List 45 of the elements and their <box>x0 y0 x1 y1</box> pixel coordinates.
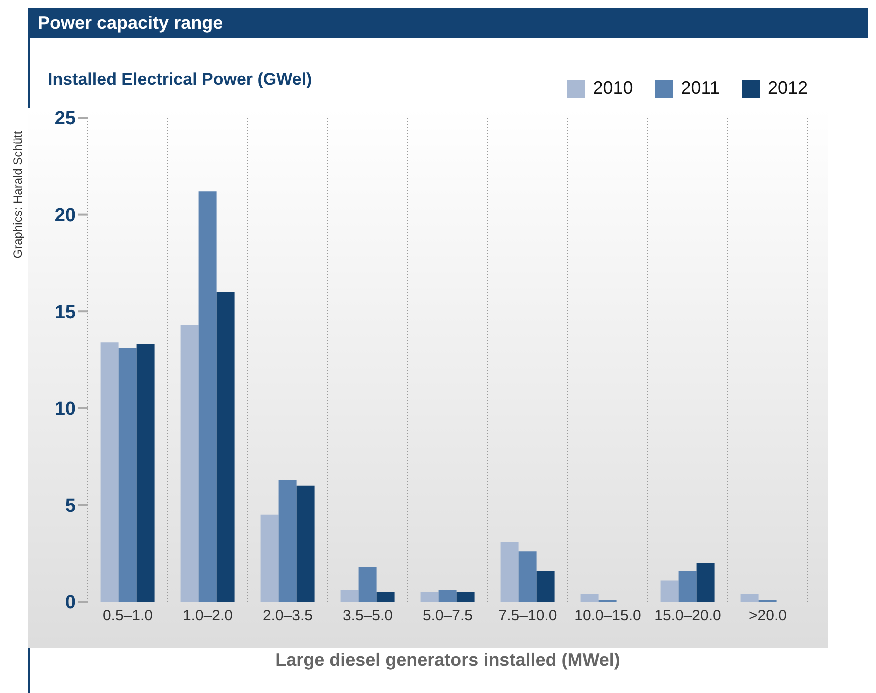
y-tick-label: 25 <box>54 108 76 130</box>
y-tick-label: 10 <box>54 399 76 420</box>
x-tick-label: >20.0 <box>749 608 787 625</box>
y-tick-label: 5 <box>65 496 76 517</box>
bar <box>580 594 599 602</box>
bar <box>696 563 715 602</box>
y-tick-label: 20 <box>54 206 76 227</box>
legend-label: 2010 <box>592 78 634 99</box>
bar <box>100 342 119 602</box>
chart-title: Power capacity range <box>28 8 868 38</box>
bar <box>660 580 679 602</box>
bar <box>358 567 377 602</box>
bar <box>678 571 697 602</box>
bar <box>216 292 235 602</box>
legend-label: 2012 <box>766 78 808 99</box>
bar <box>136 344 155 602</box>
x-axis-title: Large diesel generators installed (MWel) <box>274 650 622 671</box>
text: Graphics: Harald Schütt <box>11 130 25 261</box>
bar <box>260 514 279 602</box>
bar <box>500 542 519 602</box>
bar <box>438 590 457 602</box>
bar <box>296 486 315 602</box>
y-tick-label: 0 <box>65 592 76 614</box>
x-tick-label: 7.5–10.0 <box>498 608 558 625</box>
x-tick-label: 3.5–5.0 <box>342 608 394 625</box>
bar <box>198 192 217 602</box>
x-tick-label: 0.5–1.0 <box>102 608 154 625</box>
x-tick-label: 5.0–7.5 <box>422 608 474 625</box>
bar <box>518 552 537 602</box>
bar <box>340 590 359 602</box>
bar <box>278 480 297 602</box>
bar <box>420 592 439 602</box>
y-axis-title: Installed Electrical Power (GWel) <box>48 70 312 90</box>
bar <box>456 592 475 602</box>
bar <box>180 325 199 602</box>
x-tick-label: 1.0–2.0 <box>182 608 234 625</box>
x-tick-label: 2.0–3.5 <box>262 608 314 625</box>
legend-label: 2011 <box>680 78 720 99</box>
bar <box>118 348 137 602</box>
bar <box>740 594 759 602</box>
bar <box>536 571 555 602</box>
y-tick-label: 15 <box>54 302 76 324</box>
x-tick-label: 10.0–15.0 <box>574 608 642 625</box>
x-tick-label: 15.0–20.0 <box>654 608 722 625</box>
bar <box>376 592 395 602</box>
